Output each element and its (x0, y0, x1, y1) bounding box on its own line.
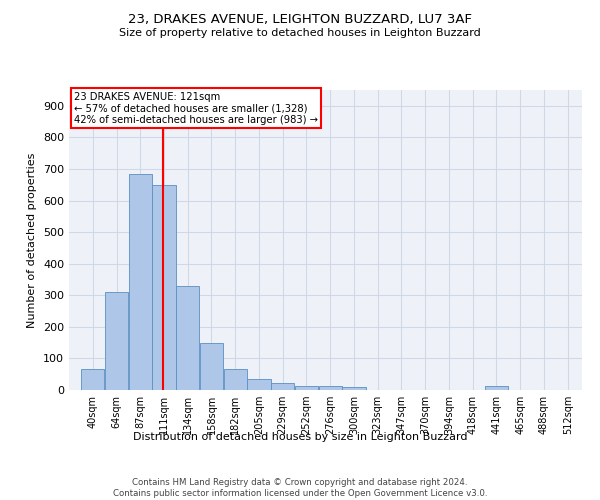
Bar (319, 386, 342, 390)
Bar (81, 370, 104, 390)
Bar (343, 387, 365, 390)
Bar (105, 292, 128, 390)
Bar (485, 386, 508, 390)
Bar (152, 184, 176, 390)
Bar (129, 174, 152, 390)
Bar (271, 383, 294, 390)
Bar (247, 379, 271, 390)
Text: Contains HM Land Registry data © Crown copyright and database right 2024.
Contai: Contains HM Land Registry data © Crown c… (113, 478, 487, 498)
Bar (295, 386, 318, 390)
Text: 23 DRAKES AVENUE: 121sqm
← 57% of detached houses are smaller (1,328)
42% of sem: 23 DRAKES AVENUE: 121sqm ← 57% of detach… (74, 92, 318, 124)
Bar (176, 286, 199, 390)
Text: Distribution of detached houses by size in Leighton Buzzard: Distribution of detached houses by size … (133, 432, 467, 442)
Text: 23, DRAKES AVENUE, LEIGHTON BUZZARD, LU7 3AF: 23, DRAKES AVENUE, LEIGHTON BUZZARD, LU7… (128, 12, 472, 26)
Bar (200, 342, 223, 390)
Y-axis label: Number of detached properties: Number of detached properties (28, 152, 37, 328)
Text: Size of property relative to detached houses in Leighton Buzzard: Size of property relative to detached ho… (119, 28, 481, 38)
Bar (224, 368, 247, 390)
